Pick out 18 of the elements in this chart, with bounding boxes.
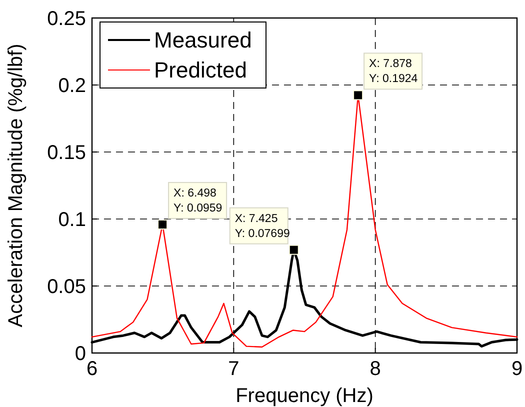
y-tick-label: 0.2 — [58, 75, 86, 97]
x-tick-label: 8 — [370, 358, 381, 380]
legend-label: Measured — [154, 28, 252, 53]
x-tick-label: 7 — [228, 358, 240, 380]
legend-label: Predicted — [154, 58, 247, 83]
annotation: X: 6.498 Y: 0.0959 — [174, 187, 222, 214]
annotation: X: 7.878 Y: 0.1924 — [369, 58, 418, 86]
y-tick-label: 0.15 — [47, 142, 86, 164]
annotation: X: 7.425 Y: 0.07699 — [234, 212, 290, 240]
x-tick-label: 6 — [86, 358, 98, 380]
y-tick-label: 0.1 — [58, 209, 86, 231]
y-tick-label: 0.25 — [47, 8, 86, 30]
y-axis-title: Acceleration Magnitude (%g/lbf) — [5, 44, 27, 328]
x-axis-title: Frequency (Hz) — [236, 385, 374, 407]
y-tick-label: 0.05 — [47, 276, 86, 298]
x-tick-label: 9 — [511, 358, 523, 380]
point — [288, 244, 299, 255]
y-tick-label: 0 — [74, 343, 86, 365]
